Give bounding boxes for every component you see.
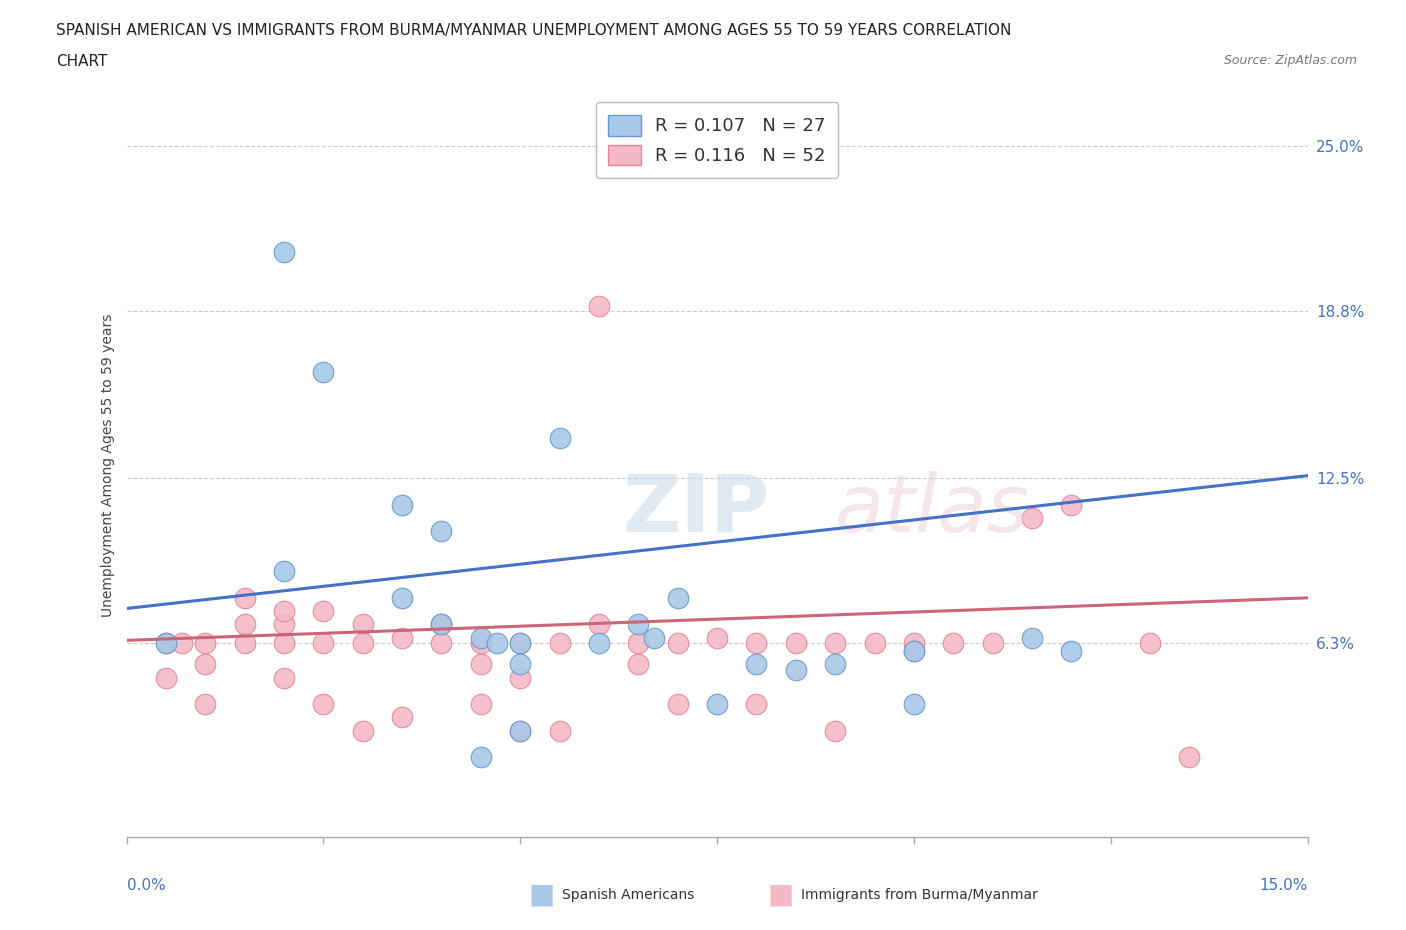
Text: 0.0%: 0.0% xyxy=(127,878,166,893)
Text: Source: ZipAtlas.com: Source: ZipAtlas.com xyxy=(1223,54,1357,67)
Point xyxy=(470,697,492,711)
Point xyxy=(391,591,413,605)
Text: Spanish Americans: Spanish Americans xyxy=(562,887,695,902)
Point xyxy=(824,724,846,738)
Point xyxy=(273,604,295,618)
Point xyxy=(391,498,413,512)
Point xyxy=(391,631,413,645)
Point xyxy=(194,697,217,711)
Point xyxy=(706,631,728,645)
Point xyxy=(745,657,768,671)
Point xyxy=(588,617,610,631)
Point xyxy=(627,657,650,671)
Point xyxy=(470,657,492,671)
Point xyxy=(863,635,886,650)
Point xyxy=(903,635,925,650)
Point xyxy=(194,635,217,650)
Point xyxy=(666,697,689,711)
Point xyxy=(1021,511,1043,525)
Point xyxy=(391,710,413,724)
Point xyxy=(903,644,925,658)
Point xyxy=(155,635,177,650)
Point xyxy=(155,635,177,650)
Point xyxy=(627,617,650,631)
Point xyxy=(430,617,453,631)
Point xyxy=(666,635,689,650)
Point xyxy=(312,365,335,379)
Point xyxy=(430,635,453,650)
Point xyxy=(155,671,177,685)
Point xyxy=(485,635,508,650)
Text: atlas: atlas xyxy=(835,471,1031,549)
Point xyxy=(352,724,374,738)
Point xyxy=(903,644,925,658)
Point xyxy=(233,635,256,650)
Point xyxy=(745,635,768,650)
Point xyxy=(666,591,689,605)
Point xyxy=(194,657,217,671)
Point xyxy=(470,750,492,764)
Point xyxy=(352,617,374,631)
Point xyxy=(981,635,1004,650)
Point xyxy=(824,657,846,671)
Point xyxy=(509,657,531,671)
Text: SPANISH AMERICAN VS IMMIGRANTS FROM BURMA/MYANMAR UNEMPLOYMENT AMONG AGES 55 TO : SPANISH AMERICAN VS IMMIGRANTS FROM BURM… xyxy=(56,23,1011,38)
Text: ZIP: ZIP xyxy=(623,471,770,549)
Point xyxy=(273,635,295,650)
Text: Immigrants from Burma/Myanmar: Immigrants from Burma/Myanmar xyxy=(801,887,1038,902)
Point xyxy=(509,635,531,650)
Point xyxy=(312,635,335,650)
Point xyxy=(942,635,965,650)
Y-axis label: Unemployment Among Ages 55 to 59 years: Unemployment Among Ages 55 to 59 years xyxy=(101,313,115,617)
Point xyxy=(588,299,610,313)
Point xyxy=(312,604,335,618)
Text: 15.0%: 15.0% xyxy=(1260,878,1308,893)
Point xyxy=(1060,644,1083,658)
Point xyxy=(470,635,492,650)
Point xyxy=(627,635,650,650)
Point xyxy=(745,697,768,711)
Point xyxy=(509,671,531,685)
Point xyxy=(273,617,295,631)
Point xyxy=(1139,635,1161,650)
Point xyxy=(233,617,256,631)
Point xyxy=(509,635,531,650)
Point xyxy=(548,724,571,738)
Point xyxy=(824,635,846,650)
Point xyxy=(352,635,374,650)
Point xyxy=(643,631,665,645)
Point xyxy=(273,564,295,578)
Point xyxy=(312,697,335,711)
Point xyxy=(785,662,807,677)
Point xyxy=(548,431,571,445)
Text: ■: ■ xyxy=(529,881,554,909)
Point xyxy=(548,635,571,650)
Text: ■: ■ xyxy=(768,881,793,909)
Point xyxy=(233,591,256,605)
Legend: R = 0.107   N = 27, R = 0.116   N = 52: R = 0.107 N = 27, R = 0.116 N = 52 xyxy=(596,102,838,178)
Point xyxy=(273,671,295,685)
Point xyxy=(509,724,531,738)
Point xyxy=(470,631,492,645)
Point xyxy=(1021,631,1043,645)
Text: CHART: CHART xyxy=(56,54,108,69)
Point xyxy=(509,724,531,738)
Point xyxy=(785,635,807,650)
Point xyxy=(1060,498,1083,512)
Point xyxy=(903,697,925,711)
Point xyxy=(430,617,453,631)
Point xyxy=(273,245,295,259)
Point xyxy=(430,524,453,538)
Point xyxy=(588,635,610,650)
Point xyxy=(1178,750,1201,764)
Point xyxy=(706,697,728,711)
Point xyxy=(170,635,193,650)
